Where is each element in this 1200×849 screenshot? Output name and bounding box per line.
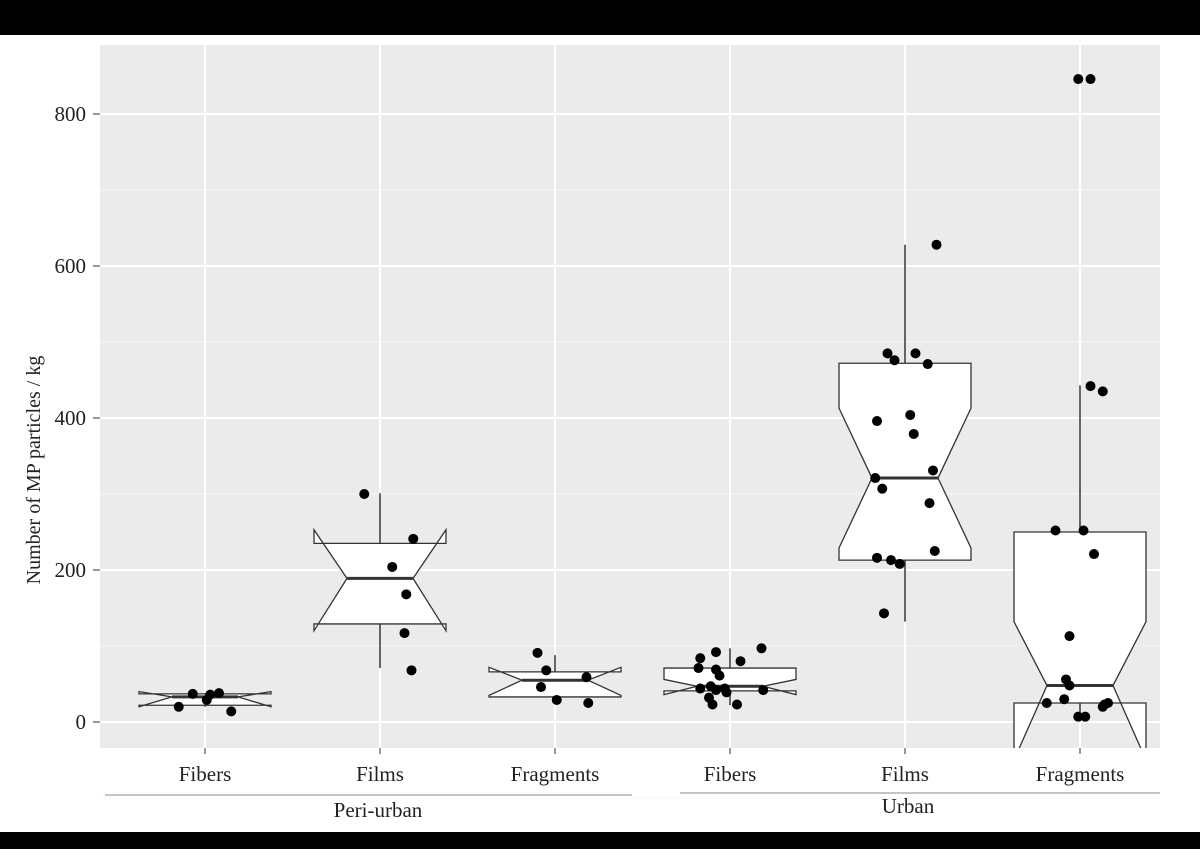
data-point [1064, 680, 1075, 691]
x-tick-label: Fragments [511, 762, 600, 786]
data-point [1064, 631, 1075, 642]
data-point [1059, 694, 1070, 705]
group-label-urban: Urban [882, 794, 935, 818]
notched-box [1013, 531, 1147, 748]
data-point [205, 689, 216, 700]
data-point [1073, 74, 1084, 85]
data-point [536, 682, 546, 693]
data-point [714, 670, 725, 681]
data-point [872, 416, 882, 427]
data-point [910, 348, 921, 359]
group-label-peri-urban: Peri-urban [334, 798, 423, 822]
y-tick-label: 400 [55, 406, 87, 430]
data-point [924, 498, 935, 509]
box-peri-urban-fragments [488, 647, 622, 708]
data-point [695, 683, 706, 694]
box-peri-urban-films [313, 489, 447, 676]
box-urban-films [838, 239, 972, 622]
data-point [1041, 698, 1052, 708]
data-point [581, 672, 592, 683]
data-point [870, 473, 881, 484]
data-point [401, 589, 412, 600]
plot-panel [100, 45, 1160, 748]
data-point [756, 643, 767, 654]
data-point [711, 685, 721, 696]
data-point [1050, 525, 1061, 536]
data-point [872, 552, 882, 563]
data-point [541, 665, 552, 676]
data-point [732, 699, 742, 710]
data-point [187, 688, 198, 699]
data-point [551, 694, 562, 705]
data-point [882, 348, 893, 359]
data-point [929, 546, 940, 556]
data-point [399, 628, 410, 639]
data-point [693, 663, 704, 674]
data-point [214, 688, 224, 699]
y-axis-title: Number of MP particles / kg [23, 356, 45, 585]
x-tick-label: Fibers [179, 762, 232, 786]
data-point [1097, 701, 1108, 712]
data-point [922, 359, 933, 370]
data-point [879, 608, 889, 619]
y-tick-label: 200 [55, 558, 87, 582]
box-urban-fibers [663, 643, 797, 710]
x-tick-label: Fibers [704, 762, 757, 786]
notched-box [838, 362, 972, 561]
y-tick-label: 600 [55, 254, 87, 278]
data-point [908, 428, 919, 439]
x-tick-label: Films [356, 762, 404, 786]
notched-box [313, 527, 447, 634]
box-peri-urban-fibers [138, 688, 272, 717]
data-point [1097, 386, 1108, 397]
data-point [359, 489, 370, 499]
data-point [877, 483, 888, 494]
data-point [1085, 381, 1096, 392]
data-point [1073, 711, 1084, 722]
x-tick-label: Fragments [1036, 762, 1125, 786]
data-point [1089, 549, 1099, 560]
data-point [735, 656, 746, 667]
data-point [583, 698, 594, 708]
y-tick-label: 0 [76, 710, 87, 734]
bottom-black-bar [0, 832, 1200, 849]
data-point [387, 561, 398, 572]
data-point [1078, 525, 1089, 536]
data-point [886, 555, 896, 566]
data-point [1080, 711, 1091, 722]
data-point [707, 699, 718, 710]
top-black-bar [0, 0, 1200, 35]
data-point [721, 687, 732, 698]
data-point [758, 685, 769, 696]
data-point [406, 665, 417, 676]
data-point [226, 706, 237, 717]
data-point [905, 409, 916, 420]
data-point [173, 701, 184, 712]
data-point [894, 558, 905, 569]
box-urban-fragments [1013, 74, 1147, 748]
data-point [928, 465, 938, 476]
data-point [931, 239, 942, 250]
data-point [1085, 74, 1096, 85]
data-point [889, 355, 900, 366]
y-tick-label: 800 [55, 102, 87, 126]
x-tick-label: Films [881, 762, 929, 786]
data-point [532, 647, 543, 658]
data-point [408, 533, 419, 544]
data-point [695, 653, 706, 664]
data-point [711, 647, 721, 658]
